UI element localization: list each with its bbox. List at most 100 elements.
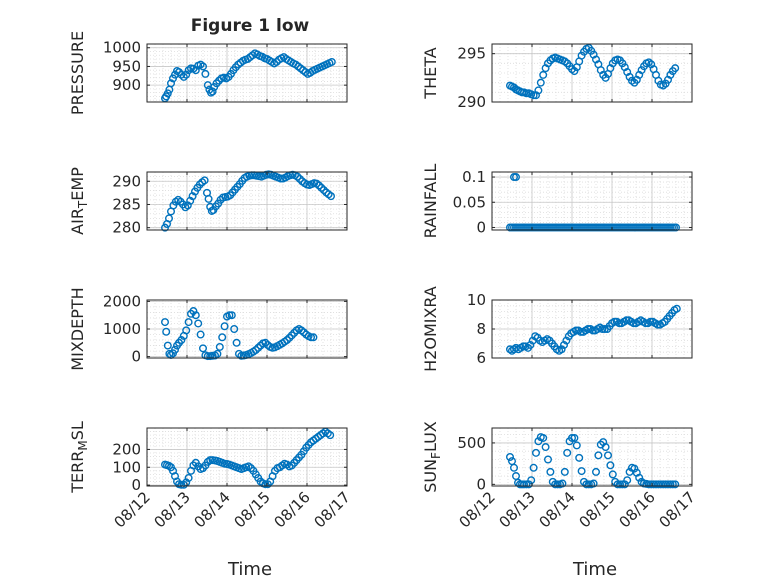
y-tick-label: 1000 (103, 320, 141, 338)
data-point (601, 443, 610, 452)
data-point (184, 318, 193, 327)
y-tick-label: 0.1 (462, 168, 486, 186)
x-tick-label: 08/12 (456, 488, 499, 531)
data-point (592, 467, 601, 476)
data-point (195, 180, 204, 189)
y-axis-label: SUNFLUX (421, 421, 443, 493)
data-point (606, 461, 615, 470)
data-point (522, 89, 531, 98)
data-point (276, 174, 285, 183)
data-point (170, 345, 179, 354)
y-axis-label: TERRMSL (68, 421, 90, 494)
data-point (191, 66, 200, 75)
data-point (225, 311, 234, 320)
data-point (577, 467, 586, 476)
y-tick-label: 500 (457, 434, 486, 452)
data-point (317, 183, 326, 192)
data-point (160, 318, 169, 327)
data-point (671, 480, 680, 489)
subplot-theta: 290 295 THETA (421, 43, 693, 111)
data-point (162, 327, 171, 336)
data-point (532, 448, 541, 457)
data-point (604, 451, 613, 460)
data-point (629, 319, 638, 328)
data-point (198, 344, 207, 353)
x-tick-label: 08/16 (271, 488, 314, 531)
data-point (196, 330, 205, 339)
data-point (668, 480, 677, 489)
data-point (184, 473, 193, 482)
data-point (572, 441, 581, 450)
data-point (598, 325, 607, 334)
x-tick-label: 08/16 (616, 488, 659, 531)
data-point (506, 453, 515, 462)
axes-box (146, 171, 348, 231)
subplot-rainfall: 0 0.05 0.1 RAINFALL (421, 164, 693, 238)
data-point (232, 338, 241, 347)
data-point (182, 326, 191, 335)
data-point (576, 327, 585, 336)
subplot-h2omixra: 6 8 10 H2OMIXRA (421, 286, 693, 372)
x-tick-label: 08/14 (191, 488, 234, 531)
data-point (672, 223, 681, 232)
y-tick-label: 295 (457, 45, 486, 63)
y-tick-label: 950 (112, 57, 141, 75)
data-point (309, 333, 318, 342)
data-point (575, 453, 584, 462)
data-point (666, 480, 675, 489)
y-axis-label: MIXDEPTH (68, 287, 87, 370)
data-point (572, 326, 581, 335)
data-point (198, 62, 207, 71)
data-point (179, 72, 188, 81)
y-tick-label: 0 (131, 476, 141, 494)
data-point (163, 89, 172, 98)
data-point (539, 70, 548, 79)
data-point (618, 480, 627, 489)
data-point (177, 336, 186, 345)
plot-area (492, 428, 692, 486)
data-point (622, 316, 631, 325)
data-point (218, 333, 227, 342)
data-point (201, 69, 210, 78)
data-point (553, 480, 562, 489)
data-point (529, 91, 538, 100)
x-tick-label: 08/13 (496, 488, 539, 531)
data-point (206, 456, 215, 465)
data-point (510, 463, 519, 472)
x-tick-label: 08/13 (151, 488, 194, 531)
data-point (230, 325, 239, 334)
y-tick-label: 1000 (103, 39, 141, 57)
data-point (166, 79, 175, 88)
data-point (164, 214, 173, 223)
y-tick-label: 200 (112, 440, 141, 458)
data-point (539, 433, 548, 442)
y-tick-label: 0.05 (453, 193, 486, 211)
data-point (562, 336, 571, 345)
y-axis-label: H2OMIXRA (421, 286, 440, 372)
data-point (584, 480, 593, 489)
y-tick-label: 290 (112, 172, 141, 190)
data-point (608, 470, 617, 479)
data-point (272, 57, 281, 66)
y-tick-label: 8 (476, 320, 486, 338)
y-tick-label: 290 (457, 93, 486, 111)
data-point (568, 433, 577, 442)
data-point (319, 186, 328, 195)
data-point (560, 467, 569, 476)
y-axis-label: AIRTEMP (68, 167, 90, 235)
y-tick-label: 0 (131, 348, 141, 366)
axes-box (491, 171, 693, 231)
data-point (194, 319, 203, 328)
x-tick-label: 08/14 (536, 488, 579, 531)
data-point (200, 176, 209, 185)
data-point (536, 78, 545, 87)
data-point (163, 341, 172, 350)
data-point (251, 345, 260, 354)
data-point (522, 480, 531, 489)
y-tick-label: 280 (112, 219, 141, 237)
data-point (283, 336, 292, 345)
data-point (635, 473, 644, 482)
subplot-airtemp: 280 285 290 AIRTEMP (68, 167, 348, 237)
